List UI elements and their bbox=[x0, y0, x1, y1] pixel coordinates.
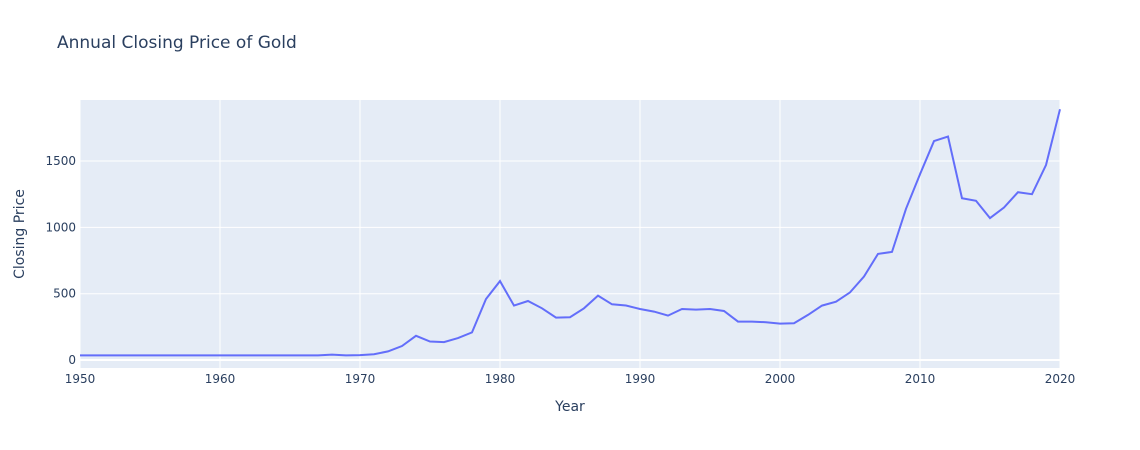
x-tick-label-1990: 1990 bbox=[625, 372, 656, 386]
chart-title: Annual Closing Price of Gold bbox=[57, 33, 297, 53]
y-tick-label-1000: 1000 bbox=[45, 220, 76, 234]
x-axis-title: Year bbox=[554, 399, 585, 415]
x-tick-label-2000: 2000 bbox=[765, 372, 796, 386]
grid-lines bbox=[79, 100, 1061, 368]
y-tick-label-1500: 1500 bbox=[45, 154, 76, 168]
x-tick-label-1980: 1980 bbox=[485, 372, 516, 386]
y-axis-ticks: 0 500 1000 1500 bbox=[45, 154, 76, 367]
x-tick-label-2010: 2010 bbox=[905, 372, 936, 386]
series-line bbox=[80, 109, 1061, 357]
x-tick-label-1950: 1950 bbox=[65, 372, 96, 386]
x-axis-ticks: 1950 1960 1970 1980 1990 2000 2010 2020 bbox=[65, 372, 1076, 386]
plot-area bbox=[80, 100, 1060, 368]
y-axis-title: Closing Price bbox=[12, 189, 28, 279]
x-tick-label-2020: 2020 bbox=[1045, 372, 1076, 386]
y-tick-label-0: 0 bbox=[68, 353, 76, 367]
x-tick-label-1960: 1960 bbox=[205, 372, 236, 386]
x-tick-label-1970: 1970 bbox=[345, 372, 376, 386]
y-tick-label-500: 500 bbox=[53, 287, 76, 301]
